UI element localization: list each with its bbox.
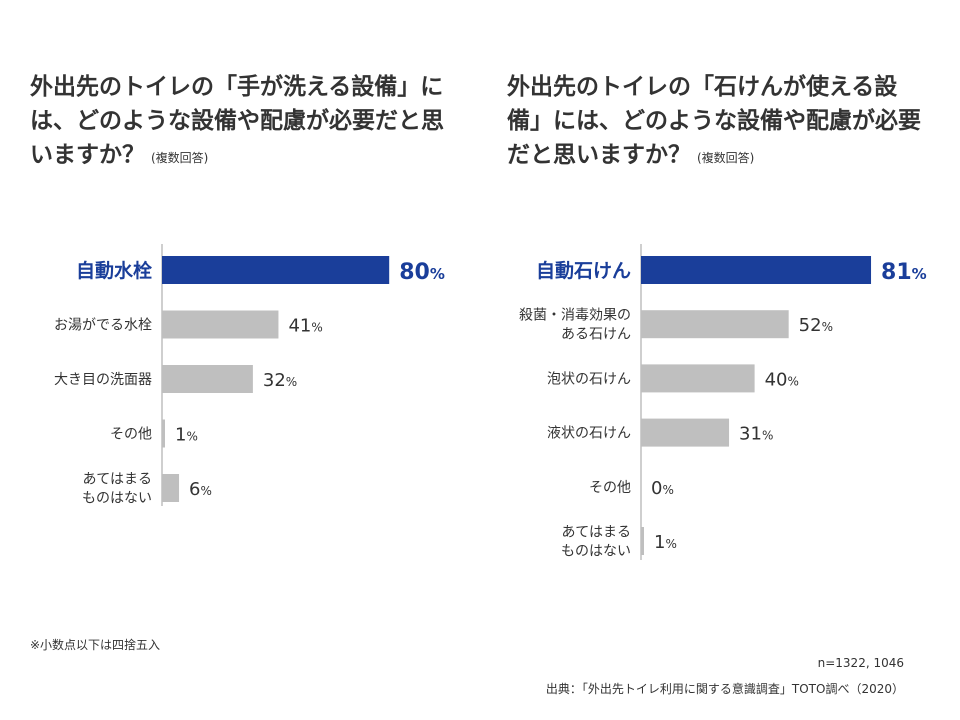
category-label-line: その他 [589, 480, 631, 496]
value-number: 40 [765, 369, 788, 390]
value-label-right: 0% [651, 478, 674, 499]
category-label-line: お湯がでる水栓 [54, 317, 152, 334]
category-label-right: その他 [589, 480, 631, 496]
value-unit: % [286, 375, 297, 389]
category-label-line: 自動水栓 [76, 259, 152, 282]
bar-left [162, 365, 253, 393]
value-number: 1 [175, 425, 186, 446]
category-label-line: 泡状の石けん [547, 371, 631, 387]
category-label-right: 殺菌・消毒効果のある石けん [519, 308, 631, 343]
value-label-right: 81% [881, 260, 927, 285]
value-label-left: 32% [263, 370, 297, 391]
value-unit: % [200, 484, 211, 498]
sample-size-note: n=1322, 1046 [817, 656, 904, 670]
category-label-line: 液状の石けん [547, 426, 631, 442]
bar-left [162, 474, 180, 502]
value-unit: % [430, 265, 445, 283]
value-label-left: 41% [288, 316, 322, 337]
title-text: 外出先のトイレの「石けんが使える設備」には、どのような設備や配慮が必要だと思いま… [507, 74, 921, 168]
value-label-left: 1% [175, 425, 198, 446]
value-number: 80 [399, 260, 430, 285]
category-label-right: 液状の石けん [547, 426, 631, 442]
value-number: 1 [654, 532, 665, 553]
category-label-line: ものはない [561, 544, 631, 560]
category-label-right: あてはまるものはない [561, 525, 631, 560]
category-label-line: あてはまる [83, 472, 152, 488]
value-number: 81 [881, 260, 912, 285]
value-label-right: 31% [739, 424, 773, 445]
bar-right [641, 527, 644, 555]
value-unit: % [311, 321, 322, 335]
bar-left [162, 310, 279, 339]
multiple-answer-note: (複数回答) [697, 151, 755, 165]
value-unit: % [665, 537, 676, 551]
title-text: 外出先のトイレの「手が洗える設備」には、どのような設備や配慮が必要だと思いますか… [30, 74, 444, 168]
value-label-right: 1% [654, 532, 677, 553]
value-number: 31 [739, 424, 762, 445]
value-unit: % [788, 374, 799, 388]
category-label-line: 自動石けん [536, 259, 631, 282]
bar-right [641, 364, 755, 393]
value-number: 52 [799, 315, 822, 336]
category-label-left: あてはまるものはない [82, 472, 152, 507]
category-label-right: 自動石けん [536, 259, 631, 282]
category-label-left: 自動水栓 [76, 259, 152, 282]
value-label-left: 80% [399, 260, 445, 285]
value-label-right: 52% [799, 315, 833, 336]
value-unit: % [822, 320, 833, 334]
category-label-line: 殺菌・消毒効果の [519, 308, 631, 324]
category-label-line: ある石けん [561, 327, 631, 343]
bar-left [162, 256, 390, 284]
value-number: 32 [263, 370, 286, 391]
value-label-left: 6% [189, 479, 212, 500]
value-unit: % [912, 265, 927, 283]
category-label-left: 大き目の洗面器 [54, 372, 152, 388]
bar-right [641, 256, 872, 284]
category-label-right: 泡状の石けん [547, 371, 631, 387]
category-label-line: ものはない [82, 491, 152, 507]
value-unit: % [186, 430, 197, 444]
value-number: 41 [288, 316, 311, 337]
value-unit: % [762, 429, 773, 443]
source-note: 出典：「外出先トイレ利用に関する意識調査」TOTO調べ（2020） [545, 682, 904, 696]
value-number: 0 [651, 478, 662, 499]
value-number: 6 [189, 479, 200, 500]
category-label-left: その他 [110, 427, 152, 443]
category-label-left: お湯がでる水栓 [54, 317, 152, 334]
rounding-footnote: ※小数点以下は四捨五入 [30, 638, 161, 652]
bar-right [641, 418, 730, 447]
bar-right [641, 310, 789, 339]
category-label-line: 大き目の洗面器 [54, 372, 152, 388]
chart-title-right: 外出先のトイレの「石けんが使える設備」には、どのような設備や配慮が必要だと思いま… [507, 70, 927, 175]
value-unit: % [662, 483, 673, 497]
bar-left [162, 419, 165, 448]
value-label-right: 40% [765, 369, 799, 390]
chart-title-left: 外出先のトイレの「手が洗える設備」には、どのような設備や配慮が必要だと思いますか… [30, 70, 450, 175]
category-label-line: その他 [110, 427, 152, 443]
category-label-line: あてはまる [562, 525, 631, 541]
multiple-answer-note: (複数回答) [151, 151, 209, 165]
